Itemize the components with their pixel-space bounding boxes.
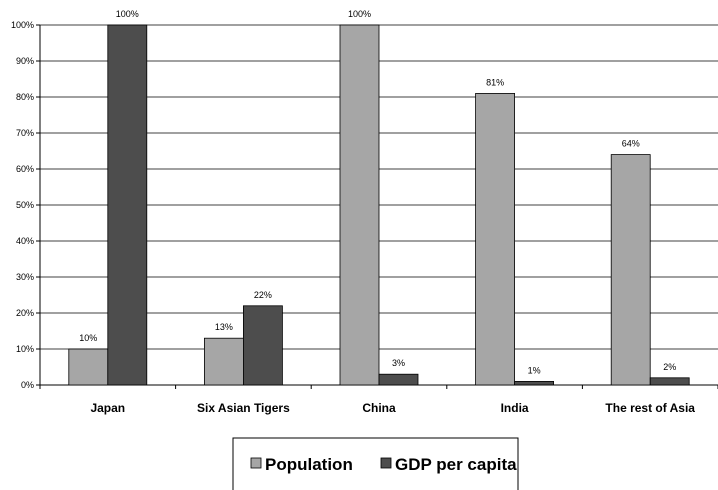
y-tick-label: 40% <box>16 236 34 246</box>
legend-swatch <box>250 457 262 469</box>
data-label: 64% <box>622 139 640 149</box>
bar-population <box>610 154 651 386</box>
data-label: 100% <box>348 9 371 19</box>
y-tick-label: 20% <box>16 308 34 318</box>
data-label: 10% <box>79 333 97 343</box>
x-tick-label: China <box>362 401 396 415</box>
x-tick-label: Six Asian Tigers <box>197 401 290 415</box>
y-tick-label: 70% <box>16 128 34 138</box>
y-tick-label: 60% <box>16 164 34 174</box>
x-tick-label: Japan <box>90 401 125 415</box>
bar-gdp-per-capita <box>242 305 283 386</box>
bar-population <box>203 337 244 386</box>
legend: Population GDP per capita <box>232 437 519 490</box>
y-tick-label: 90% <box>16 56 34 66</box>
bar-population <box>475 93 516 386</box>
y-tick-label: 0% <box>21 380 34 390</box>
y-tick-label: 10% <box>16 344 34 354</box>
y-tick-label: 30% <box>16 272 34 282</box>
data-label: 2% <box>663 362 676 372</box>
x-tick-label: The rest of Asia <box>605 401 695 415</box>
data-label: 1% <box>528 365 541 375</box>
legend-box <box>232 437 519 490</box>
bar-gdp-per-capita <box>514 380 554 386</box>
y-tick-label: 50% <box>16 200 34 210</box>
x-tick-label: India <box>501 401 529 415</box>
data-label: 81% <box>486 77 504 87</box>
data-label: 13% <box>215 322 233 332</box>
data-label: 100% <box>116 9 139 19</box>
data-label: 3% <box>392 358 405 368</box>
y-tick-label: 80% <box>16 92 34 102</box>
legend-swatch <box>380 457 392 469</box>
legend-label: Population <box>265 455 353 474</box>
bar-gdp-per-capita <box>107 24 148 386</box>
bar-population <box>339 24 380 386</box>
y-tick-label: 100% <box>11 20 34 30</box>
legend-label: GDP per capita <box>395 455 517 474</box>
bar-population <box>68 348 109 386</box>
bar-gdp-per-capita <box>649 377 690 386</box>
data-label: 22% <box>254 290 272 300</box>
bar-gdp-per-capita <box>378 373 419 386</box>
